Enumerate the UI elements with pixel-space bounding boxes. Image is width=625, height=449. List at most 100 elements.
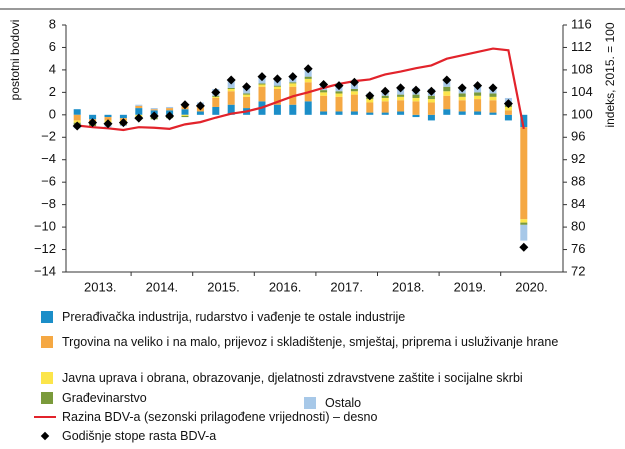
bar-segment — [427, 99, 435, 103]
bar-segment — [104, 117, 112, 121]
bar-segment — [443, 91, 451, 96]
bar-segment — [427, 102, 435, 115]
legend-label: Prerađivačka industrija, rudarstvo i vađ… — [62, 310, 406, 324]
diamond-marker — [134, 113, 144, 123]
y-tick-label: 6 — [49, 39, 56, 54]
bar-segment — [520, 127, 528, 220]
diamond-marker — [411, 85, 421, 95]
diamond-marker — [503, 99, 513, 109]
bar-segment — [335, 93, 343, 97]
bar-segment — [458, 111, 466, 115]
bar-segment — [397, 111, 405, 115]
bar-segment — [212, 97, 220, 107]
bar-segment — [474, 99, 482, 112]
bar-segment — [412, 101, 420, 115]
bar-segment — [320, 95, 328, 112]
y2-tick-label: 80 — [571, 219, 585, 234]
bar-segment — [335, 91, 343, 94]
y-tick-label: −10 — [34, 219, 56, 234]
diamond-marker — [488, 83, 498, 93]
bar-segment — [304, 101, 312, 115]
legend-swatch — [41, 311, 53, 323]
x-tick-label: 2019. — [454, 279, 487, 294]
bar-segment — [474, 95, 482, 100]
bar-segment — [443, 109, 451, 115]
bar-segment — [381, 101, 389, 113]
x-tick-label: 2017. — [330, 279, 363, 294]
diamond-marker — [226, 75, 236, 85]
bar-segment — [427, 95, 435, 100]
diamond-marker — [519, 242, 529, 252]
bar-segment — [181, 109, 189, 115]
bar-segment — [273, 85, 281, 87]
bar-segment — [289, 104, 297, 115]
bar-segment — [304, 78, 312, 83]
bar-segment — [366, 99, 374, 103]
bar-segment — [504, 114, 512, 121]
diamond-marker — [195, 101, 205, 111]
bar-segment — [412, 97, 420, 102]
bar-segment — [366, 102, 374, 113]
bar-segment — [304, 76, 312, 79]
x-tick-label: 2014. — [146, 279, 179, 294]
bar-segment — [366, 112, 374, 115]
diamond-marker — [396, 83, 406, 93]
bar-segment — [458, 100, 466, 112]
bar-segment — [320, 90, 328, 93]
bar-segment — [150, 108, 158, 110]
bar-segment — [381, 112, 389, 115]
diamond-marker — [180, 100, 190, 110]
diamond-marker — [72, 121, 82, 131]
bar-segment — [412, 94, 420, 98]
bar-segment — [350, 88, 358, 92]
diamond-marker — [149, 111, 159, 121]
legend-label: Razina BDV-a (sezonski prilagođene vrije… — [62, 410, 378, 424]
y2-tick-label: 92 — [571, 151, 585, 166]
legend-swatch — [41, 392, 53, 404]
bar-segment — [166, 108, 174, 111]
bar-segment — [320, 111, 328, 115]
x-tick-label: 2016. — [269, 279, 302, 294]
x-tick-label: 2018. — [392, 279, 425, 294]
diamond-marker — [334, 81, 344, 91]
bar-segment — [258, 86, 266, 102]
bar-segment — [273, 86, 281, 89]
bar-segment — [397, 96, 405, 101]
diamond-marker — [288, 72, 298, 82]
bar-segment — [135, 105, 143, 109]
bar-segment — [273, 104, 281, 115]
legend-label: Javna uprava i obrana, obrazovanje, djel… — [62, 371, 523, 385]
y2-tick-label: 88 — [571, 174, 585, 189]
diamond-marker — [165, 111, 175, 121]
bar-segment — [135, 108, 143, 115]
bar-segment — [443, 86, 451, 92]
bar-segment — [227, 91, 235, 105]
diamond-marker — [473, 81, 483, 91]
bar-segment — [504, 106, 512, 111]
y-tick-label: 2 — [49, 84, 56, 99]
bar-segment — [258, 84, 266, 87]
bar-segment — [412, 114, 420, 118]
y2-tick-label: 96 — [571, 129, 585, 144]
bar-segment — [196, 111, 204, 115]
diamond-marker — [118, 118, 128, 128]
bar-segment — [350, 111, 358, 115]
bar-segment — [520, 219, 528, 223]
bar-segment — [474, 111, 482, 115]
diamond-marker — [272, 74, 282, 84]
bar-segment — [320, 92, 328, 96]
diamond-marker — [303, 64, 313, 74]
legend-label: Godišnje stope rasta BDV-a — [62, 429, 217, 443]
bar-segment — [520, 224, 528, 241]
y2-tick-label: 84 — [571, 196, 585, 211]
bar-segment — [135, 104, 143, 106]
legend-label: Ostalo — [325, 396, 362, 410]
diamond-marker — [380, 86, 390, 96]
x-tick-label: 2020. — [515, 279, 548, 294]
bar-segment — [397, 100, 405, 112]
y2-axis-label: indeks, 2015. = 100 — [603, 22, 617, 127]
diamond-marker — [242, 82, 252, 92]
bar-segment — [212, 96, 220, 98]
legend-swatch — [304, 397, 316, 409]
